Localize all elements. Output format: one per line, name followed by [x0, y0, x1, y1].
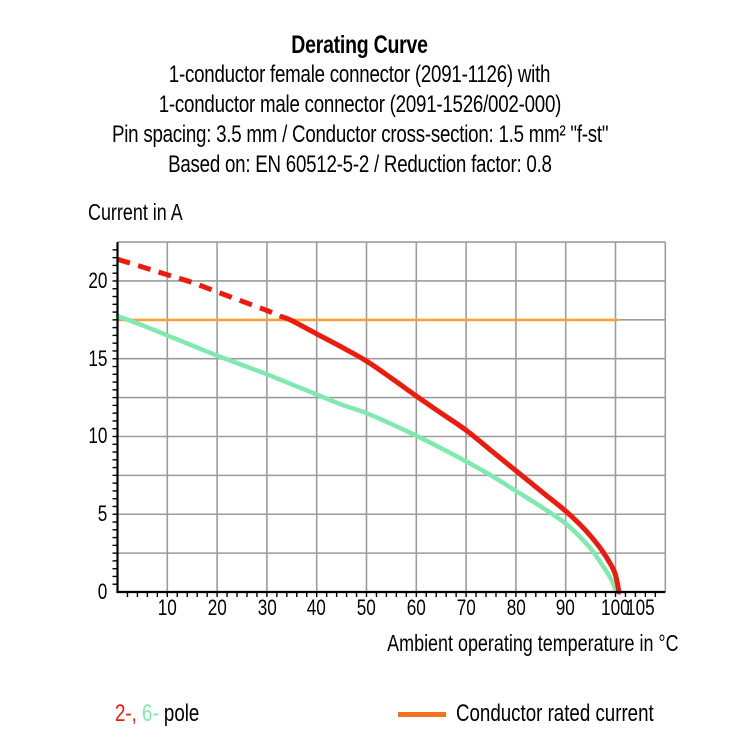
x-tick-label: 90 [556, 595, 576, 620]
x-tick-label: 10 [157, 595, 177, 620]
y-tick-label: 15 [88, 345, 108, 371]
y-axis-title: Current in A [88, 199, 183, 225]
rated-current-swatch-icon [398, 711, 446, 717]
curve-6-pole [115, 313, 619, 595]
x-tick-label: 60 [406, 595, 426, 620]
subtitle-line-3: Pin spacing: 3.5 mm / Conductor cross-se… [111, 121, 609, 148]
legend-rated: Conductor rated current [398, 700, 709, 728]
page-title-row: Derating Curve [0, 30, 720, 60]
subtitle-line-4: Based on: EN 60512-5-2 / Reduction facto… [168, 151, 552, 178]
y-tick-label: 20 [88, 267, 108, 293]
subtitle-row-2: 1-conductor male connector (2091-1526/00… [0, 90, 720, 120]
x-tick-label: 30 [257, 595, 277, 620]
curve-2-pole [279, 314, 622, 595]
legend-2pole-label: 2-, [115, 700, 143, 727]
x-tick-label: 70 [456, 595, 476, 620]
x-tick-label: 50 [356, 595, 377, 620]
subtitle-row-1: 1-conductor female connector (2091-1126)… [0, 60, 720, 90]
subtitle-line-2: 1-conductor male connector (2091-1526/00… [158, 91, 562, 118]
y-tick-label: 5 [97, 501, 108, 527]
y-tick-label: 10 [88, 423, 108, 449]
x-tick-label: 100 [601, 595, 630, 620]
y-tick-label: 0 [97, 579, 108, 604]
rated-current-label: Conductor rated current [456, 700, 654, 727]
curve-2-pole-dashed [116, 256, 283, 320]
page-title: Derating Curve [291, 31, 429, 59]
x-tick-label: 40 [307, 595, 327, 620]
x-tick-label: 20 [207, 595, 227, 620]
subtitle-line-1: 1-conductor female connector (2091-1126)… [169, 61, 551, 88]
x-tick-label: 80 [506, 595, 526, 620]
legend-pole-word: pole [158, 700, 200, 727]
x-tick-label: 105 [626, 595, 655, 620]
subtitle-row-4: Based on: EN 60512-5-2 / Reduction facto… [0, 150, 720, 180]
x-axis-title: Ambient operating temperature in °C [387, 630, 679, 656]
legend-poles: 2-, 6- pole [115, 700, 223, 728]
chart-header: Derating Curve 1-conductor female connec… [0, 30, 720, 180]
subtitle-row-3: Pin spacing: 3.5 mm / Conductor cross-se… [0, 120, 720, 150]
legend-6pole-label: 6- [142, 700, 159, 727]
